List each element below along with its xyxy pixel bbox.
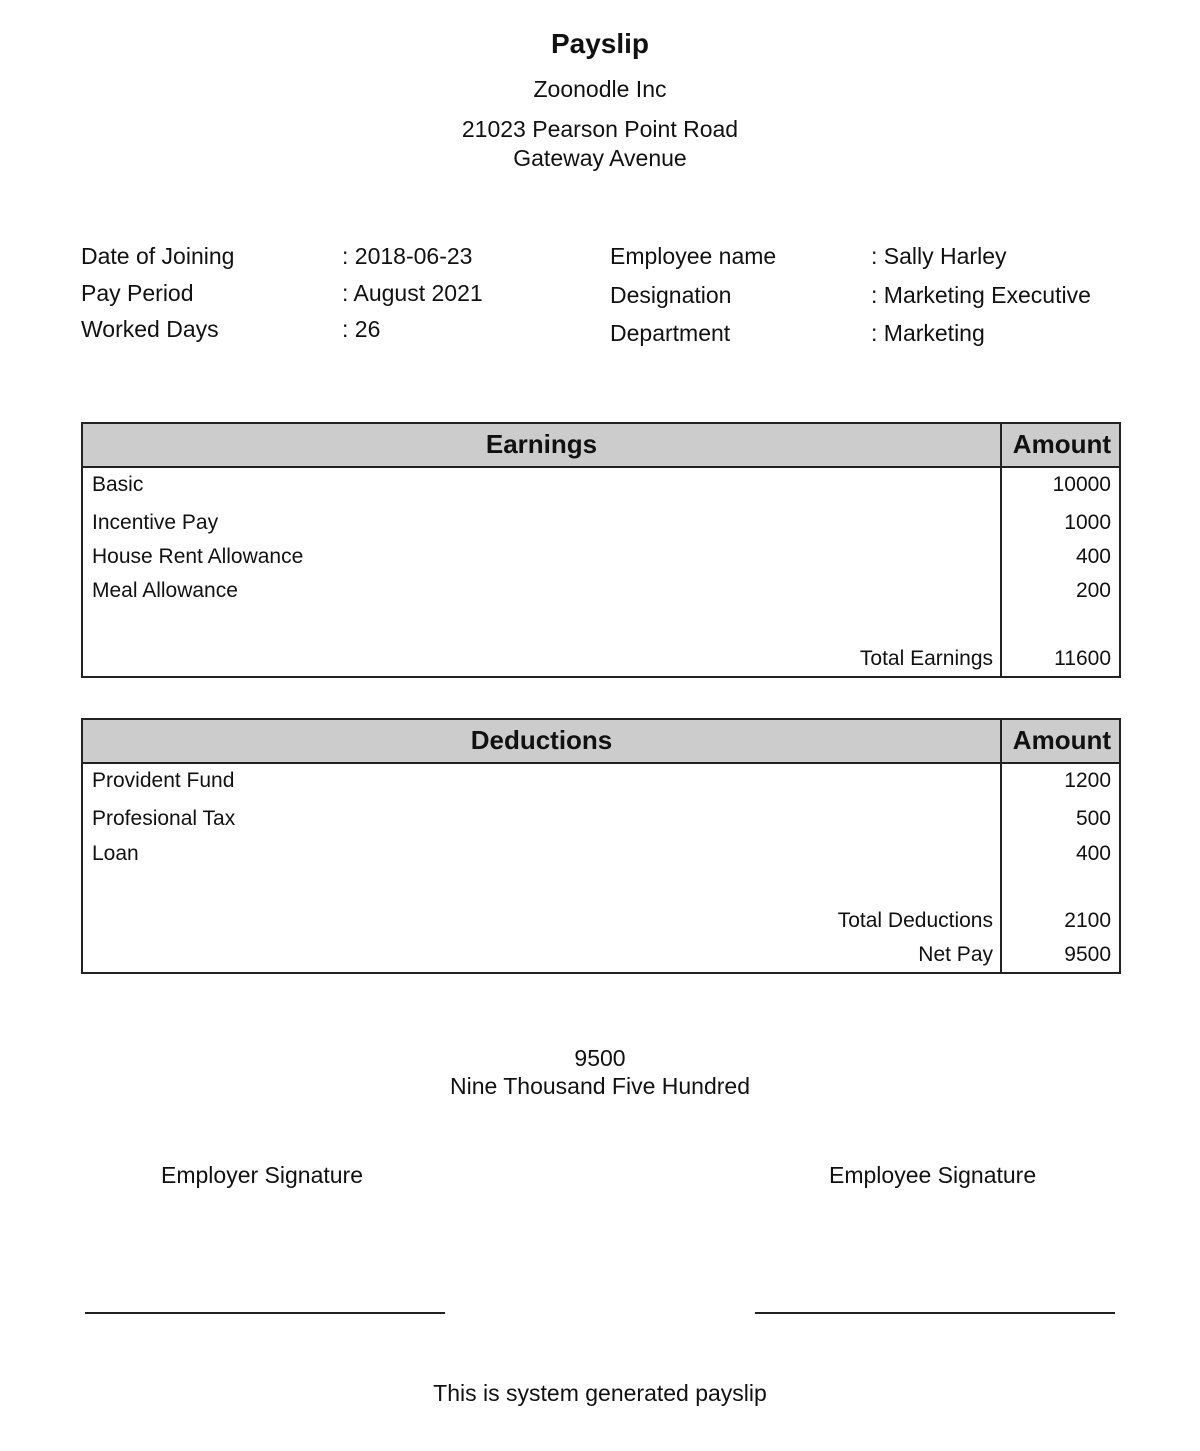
info-label: Employee name	[610, 243, 777, 269]
info-value: : 26	[342, 316, 381, 342]
info-label: Pay Period	[81, 280, 194, 306]
earning-label: Basic	[92, 473, 144, 496]
deduction-label: Loan	[92, 842, 139, 865]
deduction-label: Provident Fund	[92, 769, 235, 792]
amount-header: Amount	[1012, 429, 1111, 459]
info-value: : 2018-06-23	[342, 243, 473, 269]
deduction-label: Profesional Tax	[92, 807, 236, 830]
earnings-header-row	[83, 424, 1119, 468]
page-title: Payslip	[550, 28, 650, 59]
total-deductions-value: 2100	[1064, 909, 1111, 932]
amount-header: Amount	[1012, 725, 1111, 755]
earning-amount: 400	[1075, 545, 1111, 568]
deduction-amount: 1200	[1064, 769, 1111, 792]
info-value: : Sally Harley	[871, 243, 1007, 269]
earning-amount: 1000	[1064, 511, 1111, 534]
column-divider	[1000, 720, 1002, 972]
total-earnings-label: Total Earnings	[859, 647, 993, 670]
deductions-header-row	[83, 720, 1119, 764]
footer-note: This is system generated payslip	[433, 1380, 767, 1406]
info-label: Date of Joining	[81, 243, 235, 269]
info-label: Worked Days	[81, 316, 219, 342]
employer-signature-label: Employer Signature	[161, 1162, 363, 1188]
deductions-header: Deductions	[470, 725, 613, 755]
net-amount-words: Nine Thousand Five Hundred	[449, 1073, 751, 1099]
info-value: : Marketing Executive	[871, 282, 1091, 308]
address-line-2: Gateway Avenue	[513, 145, 687, 171]
earnings-header: Earnings	[485, 429, 598, 459]
info-label: Department	[610, 320, 731, 346]
net-pay-label: Net Pay	[918, 943, 993, 966]
info-value: : August 2021	[342, 280, 483, 306]
deduction-amount: 500	[1075, 807, 1111, 830]
net-pay-value: 9500	[1064, 943, 1111, 966]
employee-signature-label: Employee Signature	[829, 1162, 1037, 1188]
earning-label: House Rent Allowance	[92, 545, 304, 568]
total-deductions-label: Total Deductions	[837, 909, 993, 932]
total-earnings-value: 11600	[1054, 647, 1111, 670]
address-line-1: 21023 Pearson Point Road	[461, 116, 739, 142]
earning-label: Incentive Pay	[92, 511, 219, 534]
employer-signature-line	[85, 1312, 445, 1314]
net-amount: 9500	[574, 1045, 626, 1071]
deductions-table: Deductions Amount Provident Fund 1200 Pr…	[81, 718, 1121, 974]
earning-amount: 10000	[1052, 473, 1111, 496]
info-value: : Marketing	[871, 320, 985, 346]
earning-amount: 200	[1075, 579, 1111, 602]
deduction-amount: 400	[1075, 842, 1111, 865]
earning-label: Meal Allowance	[92, 579, 238, 602]
column-divider	[1000, 424, 1002, 676]
company-name: Zoonodle Inc	[533, 76, 667, 102]
earnings-table: Earnings Amount Basic 10000 Incentive Pa…	[81, 422, 1121, 678]
employee-signature-line	[755, 1312, 1115, 1314]
info-label: Designation	[610, 282, 732, 308]
